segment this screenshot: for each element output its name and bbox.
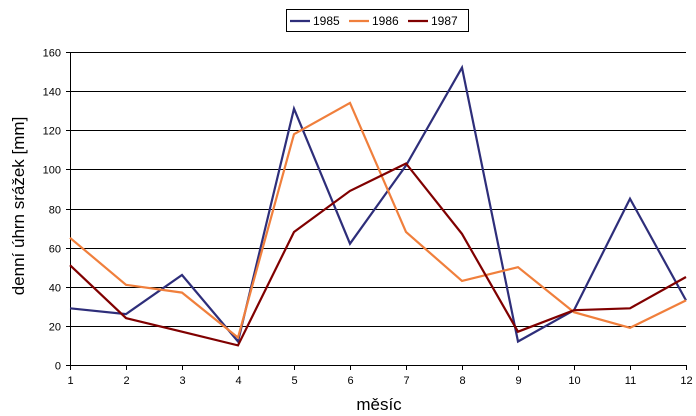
series-line-1985 xyxy=(69,64,687,344)
axes xyxy=(66,52,687,370)
x-tick-label: 2 xyxy=(123,375,129,387)
x-tick-label: 7 xyxy=(403,375,409,387)
x-tick-label: 11 xyxy=(625,375,636,387)
series-line-1987 xyxy=(69,162,687,347)
x-tick-label: 1 xyxy=(67,375,73,387)
y-tick-label: 0 xyxy=(55,361,61,373)
legend-box xyxy=(286,9,469,32)
legend: 1985 1986 1987 xyxy=(286,9,469,32)
x-tick-label: 4 xyxy=(235,375,241,387)
y-tick-label: 140 xyxy=(43,87,61,99)
legend-label-1986: 1986 xyxy=(372,14,399,28)
x-tick-label: 6 xyxy=(347,375,353,387)
y-tick-label: 40 xyxy=(49,283,61,295)
x-axis-title: měsíc xyxy=(356,395,402,414)
x-tick-label: 12 xyxy=(680,375,692,387)
y-tick-label: 80 xyxy=(49,205,61,217)
y-tick-label: 60 xyxy=(49,244,61,256)
x-tick-label: 3 xyxy=(179,375,185,387)
legend-label-1985: 1985 xyxy=(313,14,340,28)
x-tick-label: 8 xyxy=(459,375,465,387)
series-lines xyxy=(69,64,687,347)
legend-label-1987: 1987 xyxy=(431,14,458,28)
x-tick-labels: 1 2 3 4 5 6 7 8 9 10 11 12 xyxy=(67,375,692,387)
series-line-1986 xyxy=(69,101,687,340)
y-axis-title: denní úhrn srážek [mm] xyxy=(9,117,28,296)
y-tick-labels: 0 20 40 60 80 100 120 140 160 xyxy=(43,48,61,373)
x-tick-label: 9 xyxy=(515,375,521,387)
y-tick-label: 120 xyxy=(43,126,61,138)
x-tick-label: 5 xyxy=(291,375,297,387)
y-tick-label: 160 xyxy=(43,48,61,60)
x-tick-label: 10 xyxy=(568,375,580,387)
y-tick-label: 100 xyxy=(43,165,61,177)
grid-lines xyxy=(70,52,686,327)
y-tick-label: 20 xyxy=(49,322,61,334)
